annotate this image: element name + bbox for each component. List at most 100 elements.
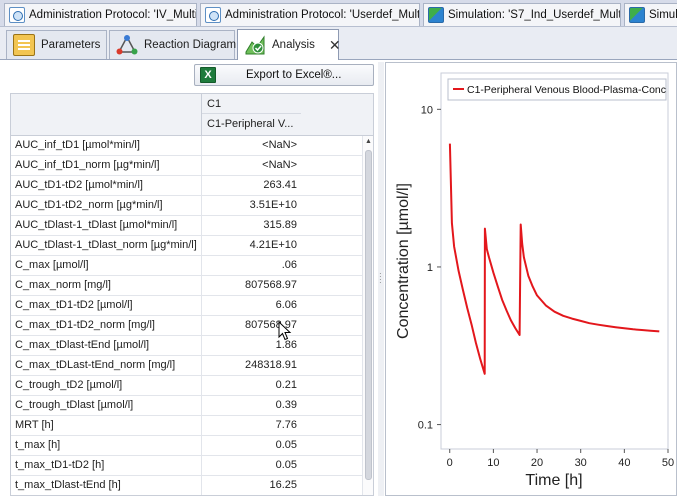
table-row[interactable]: AUC_tDlast-1_tDlast_norm [µg*min/l] 4.21E… [11,236,362,256]
parameter-name-cell: C_trough_tD2 [µmol/l] [15,379,123,391]
tab-label: Analysis [272,39,315,51]
table-row[interactable]: C_trough_tDlast [µmol/l] 0.39 [11,396,362,416]
tab-reaction-diagram[interactable]: Reaction Diagram [109,30,237,59]
parameter-name-cell: AUC_tDlast-1_tDlast_norm [µg*min/l] [15,239,197,251]
table-row[interactable]: t_max_tD1-tD2 [h] 0.05 [11,456,362,476]
doc-tab-simulation-2[interactable]: Simula [624,3,677,26]
parameter-name-cell: AUC_tD1-tD2 [µmol*min/l] [15,179,143,191]
panel-splitter[interactable]: · · · · [378,62,384,496]
concentration-time-chart[interactable]: 10 1 0.1 0 10 20 30 40 50 Time [h] Concentratio… [386,63,676,495]
parameter-value-cell: 263.41 [201,176,301,195]
scrollbar-thumb[interactable] [365,150,372,480]
parameter-name-cell: C_max [µmol/l] [15,259,89,271]
close-tab-icon[interactable]: ✕ [328,36,341,53]
pk-analysis-grid: C1 C1-Peripheral V... AUC_inf_tD1 [µmol*… [10,93,374,496]
x-axis-ticks: 0 10 20 30 40 50 [447,449,674,469]
parameter-value-cell: 0.05 [201,436,301,455]
y-tick-label: 10 [421,104,433,116]
table-row[interactable]: AUC_inf_tD1_norm [µg*min/l] <NaN> [11,156,362,176]
parameter-name-cell: C_trough_tDlast [µmol/l] [15,399,134,411]
column-header-c1: C1 [202,94,301,114]
parameter-name-cell: AUC_tDlast-1_tDlast [µmol*min/l] [15,219,178,231]
mouse-cursor-icon [278,321,292,341]
plot-area [440,72,669,450]
y-tick-label: 1 [427,262,433,274]
scroll-up-icon[interactable]: ▲ [365,138,372,145]
parameter-value-cell: 16.25 [201,476,301,495]
table-row[interactable]: AUC_inf_tD1 [µmol*min/l] <NaN> [11,136,362,156]
parameter-value-cell: 807568.97 [201,276,301,295]
x-axis-label: Time [h] [525,472,582,489]
legend-box [447,78,667,101]
x-tick-label: 40 [618,457,630,469]
parameter-name-cell: t_max [h] [15,439,61,451]
table-row[interactable]: t_max [h] 0.05 [11,436,362,456]
grid-header: C1 C1-Peripheral V... [11,94,373,136]
parameter-value-cell: 315.89 [201,216,301,235]
tab-label: Reaction Diagram [144,39,237,51]
doc-tab-admin-iv-multi[interactable]: Administration Protocol: 'IV_Multi' [4,3,197,26]
table-row[interactable]: AUC_tD1-tD2_norm [µg*min/l] 3.51E+10 [11,196,362,216]
y-axis-ticks: 10 1 0.1 [418,104,441,432]
x-tick-label: 30 [575,457,587,469]
table-row[interactable]: AUC_tDlast-1_tDlast [µmol*min/l] 315.89 [11,216,362,236]
admin-protocol-icon [9,7,25,23]
table-row[interactable]: C_max_norm [mg/l] 807568.97 [11,276,362,296]
tab-label: Parameters [41,39,101,51]
series-line-c1-peripheral [448,143,660,375]
tab-parameters[interactable]: Parameters [6,30,107,59]
export-to-excel-button[interactable]: X Export to Excel®... [194,64,374,86]
parameter-value-cell: 6.06 [201,296,301,315]
parameter-value-cell: 0.39 [201,396,301,415]
admin-protocol-icon [205,7,221,23]
doc-tab-label: Administration Protocol: 'IV_Multi' [29,9,197,21]
table-row[interactable]: t_max_tDlast-tEnd [h] 16.25 [11,476,362,495]
parameter-name-cell: C_max_tDlast-tEnd [µmol/l] [15,339,150,351]
parameter-name-cell: AUC_tD1-tD2_norm [µg*min/l] [15,199,163,211]
doc-tab-label: Administration Protocol: 'Userdef_Multi' [225,9,420,21]
parameter-name-cell: C_max_tD1-tD2 [µmol/l] [15,299,133,311]
analysis-table-panel: X Export to Excel®... C1 C1-Peripheral V… [4,62,376,496]
table-row[interactable]: C_max_tDLast-tEnd_norm [mg/l] 248318.91 [11,356,362,376]
x-tick-label: 50 [662,457,674,469]
doc-tab-label: Simula [649,9,677,21]
table-row[interactable]: C_max_tD1-tD2_norm [mg/l] 807568.97 [11,316,362,336]
parameter-value-cell: 3.51E+10 [201,196,301,215]
table-row[interactable]: C_trough_tD2 [µmol/l] 0.21 [11,376,362,396]
parameter-name-cell: C_max_tDLast-tEnd_norm [mg/l] [15,359,176,371]
parameter-value-cell: .06 [201,256,301,275]
concentration-chart-panel: 10 1 0.1 0 10 20 30 40 50 Time [h] Concentratio… [385,62,677,496]
table-row[interactable]: C_max [µmol/l] .06 [11,256,362,276]
vertical-scrollbar[interactable]: ▲ [362,136,373,495]
parameter-name-cell: C_max_norm [mg/l] [15,279,111,291]
grid-column-header[interactable]: C1 C1-Peripheral V... [201,94,301,136]
parameter-value-cell: 0.21 [201,376,301,395]
x-tick-label: 10 [487,457,499,469]
table-row[interactable]: AUC_tD1-tD2 [µmol*min/l] 263.41 [11,176,362,196]
doc-tab-simulation[interactable]: Simulation: 'S7_Ind_Userdef_Multi' [423,3,621,26]
table-row[interactable]: C_max_tD1-tD2 [µmol/l] 6.06 [11,296,362,316]
chart-legend[interactable]: C1-Peripheral Venous Blood-Plasma-Conc [447,78,667,101]
table-row[interactable]: C_max_tDlast-tEnd [µmol/l] 1.86 [11,336,362,356]
parameter-value-cell: <NaN> [201,136,301,155]
parameter-value-cell: 7.76 [201,416,301,435]
column-header-c1-peripheral: C1-Peripheral V... [207,118,294,130]
legend-entry: C1-Peripheral Venous Blood-Plasma-Conc [467,84,666,96]
doc-tab-admin-userdef-multi[interactable]: Administration Protocol: 'Userdef_Multi' [200,3,420,26]
x-tick-label: 20 [531,457,543,469]
parameter-name-cell: C_max_tD1-tD2_norm [mg/l] [15,319,155,331]
parameter-name-cell: t_max_tD1-tD2 [h] [15,459,105,471]
x-tick-label: 0 [447,457,453,469]
tab-analysis[interactable]: Analysis ✕ [237,29,341,60]
parameter-value-cell: <NaN> [201,156,301,175]
table-row[interactable]: MRT [h] 7.76 [11,416,362,436]
parameter-name-cell: t_max_tDlast-tEnd [h] [15,479,121,491]
doc-tab-label: Simulation: 'S7_Ind_Userdef_Multi' [448,9,621,21]
simulation-icon [629,7,645,23]
simulation-icon [428,7,444,23]
export-button-label: Export to Excel®... [246,69,342,81]
parameter-value-cell: 1.86 [201,336,301,355]
y-axis-label: Concentration [µmol/l] [395,183,412,339]
parameter-name-cell: MRT [h] [15,419,54,431]
splitter-grip-icon: · · · · [379,269,382,287]
